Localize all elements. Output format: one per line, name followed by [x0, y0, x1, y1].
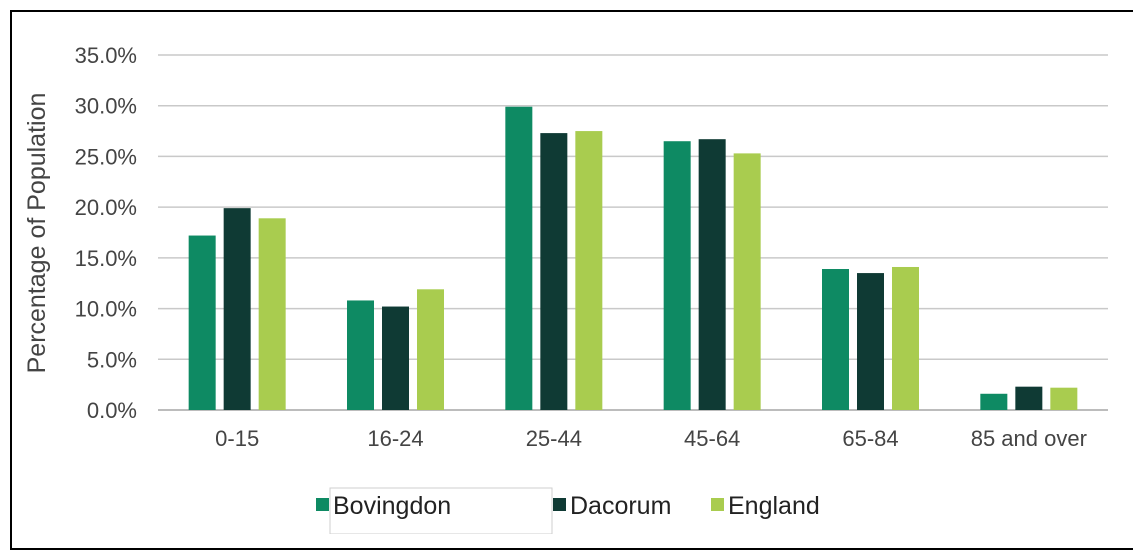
x-tick-label: 85 and over	[971, 426, 1087, 451]
bar-chart: 0.0% 5.0% 10.0% 15.0% 20.0% 25.0% 30.0% 35.0% 0…	[23, 43, 1108, 534]
bar-bovingdon-25-44	[505, 106, 533, 410]
y-tick-labels: 0.0% 5.0% 10.0% 15.0% 20.0% 25.0% 30.0% 35.0%	[75, 43, 137, 423]
y-tick-label: 25.0%	[75, 144, 137, 169]
legend-label-england: England	[728, 492, 820, 520]
bar-england-0-15	[258, 218, 286, 410]
bar-england-65-84	[892, 266, 919, 410]
y-tick-label: 10.0%	[75, 297, 137, 322]
y-tick-label: 30.0%	[75, 94, 137, 119]
x-tick-label: 65-84	[842, 426, 898, 451]
bar-dacorum-85-and-over	[1015, 386, 1043, 410]
legend-swatch-dacorum	[553, 498, 566, 511]
x-tick-label: 16-24	[367, 426, 423, 451]
x-tick-labels: 0-15 16-24 25-44 45-64 65-84 85 and over	[215, 426, 1087, 451]
bar-bovingdon-16-24	[347, 300, 374, 410]
x-tick-label: 45-64	[684, 426, 740, 451]
y-tick-label: 5.0%	[87, 347, 137, 372]
bar-dacorum-0-15	[223, 208, 251, 410]
bar-dacorum-16-24	[382, 306, 409, 410]
y-axis-label: Percentage of Population	[23, 93, 51, 374]
bar-bovingdon-0-15	[188, 235, 216, 410]
bar-bovingdon-85-and-over	[980, 393, 1008, 410]
x-tick-label: 25-44	[526, 426, 582, 451]
y-tick-label: 0.0%	[87, 398, 137, 423]
bar-dacorum-45-64	[698, 139, 726, 410]
bar-england-16-24	[417, 289, 444, 410]
legend-swatch-bovingdon	[316, 498, 329, 511]
legend-label-dacorum: Dacorum	[570, 492, 671, 520]
legend-swatch-england	[711, 498, 724, 511]
legend-highlight-box	[329, 487, 553, 534]
legend: Bovingdon Dacorum England	[316, 492, 820, 520]
y-tick-label: 15.0%	[75, 246, 137, 271]
bar-england-25-44	[575, 131, 603, 411]
bar-dacorum-65-84	[857, 273, 884, 410]
bar-dacorum-25-44	[540, 133, 568, 410]
bar-bovingdon-65-84	[822, 269, 849, 410]
gridlines	[158, 54, 1108, 411]
legend-label-bovingdon: Bovingdon	[333, 492, 451, 520]
bar-england-45-64	[733, 153, 761, 410]
y-tick-label: 20.0%	[75, 195, 137, 220]
bars	[188, 106, 1078, 411]
x-tick-label: 0-15	[215, 426, 259, 451]
bar-bovingdon-45-64	[663, 141, 691, 410]
y-tick-label: 35.0%	[75, 43, 137, 68]
bar-england-85-and-over	[1050, 387, 1078, 410]
